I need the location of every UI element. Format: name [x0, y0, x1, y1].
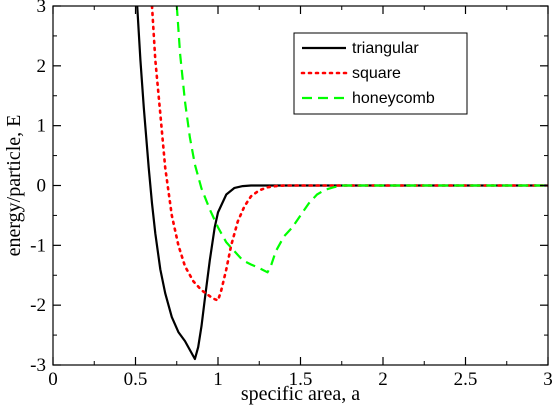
x-tick-label: 1: [213, 369, 223, 390]
legend-label-square: square: [352, 65, 401, 82]
y-tick-label: 2: [37, 56, 47, 77]
ticks-layer: 0 0.5 1 1.5 2 2.5 3 -3 -2 -1 0 1 2 3: [30, 0, 553, 390]
x-tick-label: 2.5: [454, 369, 478, 390]
y-tick-label: -3: [30, 355, 46, 376]
x-axis-title: specific area, a: [241, 383, 360, 405]
y-tick-label: 1: [37, 116, 47, 137]
y-tick-label: -1: [30, 235, 46, 256]
y-tick-label: -2: [30, 295, 46, 316]
y-tick-label: 3: [37, 0, 47, 17]
series-line-honeycomb: [175, 6, 548, 274]
y-axis-title: energy/particle, E: [3, 115, 25, 257]
x-tick-label: 1.5: [289, 369, 313, 390]
series-layer: [136, 6, 548, 361]
series-line-triangular: [136, 6, 548, 361]
legend-label-honeycomb: honeycomb: [352, 90, 435, 107]
x-tick-label: 0: [48, 369, 58, 390]
y-tick-label: 0: [37, 176, 47, 197]
x-tick-label: 2: [378, 369, 388, 390]
series-line-square: [150, 6, 548, 302]
x-tick-label: 3: [543, 369, 553, 390]
legend: triangular square honeycomb: [293, 32, 468, 115]
legend-label-triangular: triangular: [352, 40, 419, 57]
x-tick-label: 0.5: [124, 369, 148, 390]
